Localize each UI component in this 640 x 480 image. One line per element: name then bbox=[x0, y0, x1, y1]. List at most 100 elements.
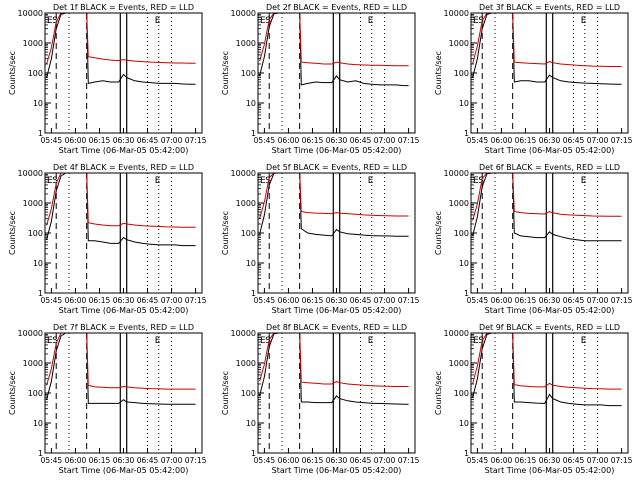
y-tick-label: 10000 bbox=[18, 169, 43, 178]
y-tick-label: 1000 bbox=[236, 39, 256, 48]
series-line-events bbox=[46, 173, 196, 247]
y-tick-label: 10 bbox=[33, 259, 43, 268]
marker-letter: S bbox=[52, 336, 58, 346]
y-tick-label: 10 bbox=[33, 419, 43, 428]
x-tick-label: 05:45 bbox=[41, 456, 63, 465]
y-tick-label: 1 bbox=[251, 289, 256, 298]
y-tick-label: 10 bbox=[246, 419, 256, 428]
series-line-lld bbox=[472, 13, 622, 67]
marker-letter: S bbox=[265, 336, 271, 346]
x-tick-label: 07:00 bbox=[374, 296, 396, 305]
x-tick-label: 07:00 bbox=[374, 136, 396, 145]
x-tick-label: 07:15 bbox=[611, 296, 633, 305]
y-tick-label: 10 bbox=[246, 259, 256, 268]
marker-letter: E bbox=[47, 16, 53, 26]
x-tick-label: 05:45 bbox=[254, 456, 276, 465]
series-line-lld bbox=[472, 173, 622, 221]
x-tick-label: 05:45 bbox=[467, 296, 489, 305]
marker-letter: E bbox=[260, 336, 266, 346]
x-axis-label: Start Time (06-Mar-05 05:42:00) bbox=[485, 306, 615, 315]
marker-letter: S bbox=[52, 176, 58, 186]
y-axis-label: Counts/sec bbox=[434, 371, 443, 415]
y-tick-label: 100 bbox=[241, 229, 256, 238]
x-tick-label: 05:45 bbox=[467, 136, 489, 145]
panel-title: Det 4f BLACK = Events, RED = LLD bbox=[53, 163, 194, 172]
x-tick-label: 06:00 bbox=[65, 456, 87, 465]
x-axis-label: Start Time (06-Mar-05 05:42:00) bbox=[59, 146, 189, 155]
y-tick-label: 10 bbox=[33, 99, 43, 108]
x-tick-label: 07:00 bbox=[374, 456, 396, 465]
x-tick-label: 06:00 bbox=[491, 456, 513, 465]
x-tick-label: 06:00 bbox=[278, 456, 300, 465]
y-tick-label: 10 bbox=[459, 99, 469, 108]
x-tick-label: 06:45 bbox=[137, 296, 159, 305]
marker-letter: S bbox=[478, 336, 484, 346]
x-tick-label: 07:15 bbox=[611, 456, 633, 465]
x-tick-label: 06:30 bbox=[326, 136, 348, 145]
x-axis-label: Start Time (06-Mar-05 05:42:00) bbox=[59, 306, 189, 315]
series-line-lld bbox=[259, 333, 409, 387]
x-tick-label: 07:00 bbox=[161, 136, 183, 145]
x-tick-label: 07:15 bbox=[185, 136, 207, 145]
x-tick-label: 07:15 bbox=[611, 136, 633, 145]
x-axis-label: Start Time (06-Mar-05 05:42:00) bbox=[59, 466, 189, 475]
x-tick-label: 06:00 bbox=[491, 296, 513, 305]
marker-letter: S bbox=[265, 16, 271, 26]
y-tick-label: 1 bbox=[464, 129, 469, 138]
x-tick-label: 06:45 bbox=[563, 136, 585, 145]
x-tick-label: 06:45 bbox=[137, 456, 159, 465]
y-axis-label: Counts/sec bbox=[221, 211, 230, 255]
x-tick-label: 06:45 bbox=[350, 456, 372, 465]
x-tick-label: 05:45 bbox=[254, 136, 276, 145]
x-tick-label: 07:00 bbox=[161, 296, 183, 305]
x-tick-label: 06:30 bbox=[539, 296, 561, 305]
series-line-lld bbox=[46, 13, 196, 65]
y-tick-label: 1 bbox=[464, 449, 469, 458]
y-tick-label: 1000 bbox=[449, 199, 469, 208]
y-tick-label: 10 bbox=[459, 419, 469, 428]
x-tick-label: 06:30 bbox=[113, 456, 135, 465]
x-tick-label: 06:45 bbox=[137, 136, 159, 145]
y-tick-label: 10000 bbox=[231, 329, 256, 338]
marker-letter: S bbox=[52, 16, 58, 26]
x-tick-label: 06:30 bbox=[113, 296, 135, 305]
y-axis-label: Counts/sec bbox=[221, 371, 230, 415]
series-line-events bbox=[472, 173, 622, 242]
y-tick-label: 100 bbox=[454, 229, 469, 238]
y-axis-label: Counts/sec bbox=[8, 211, 17, 255]
x-tick-label: 06:15 bbox=[515, 136, 537, 145]
marker-letter: E bbox=[368, 336, 374, 346]
x-axis-label: Start Time (06-Mar-05 05:42:00) bbox=[272, 466, 402, 475]
x-tick-label: 05:45 bbox=[41, 296, 63, 305]
series-line-lld bbox=[472, 333, 622, 390]
y-tick-label: 10000 bbox=[231, 169, 256, 178]
y-tick-label: 100 bbox=[454, 69, 469, 78]
y-tick-label: 1 bbox=[464, 289, 469, 298]
series-line-lld bbox=[46, 333, 196, 390]
x-tick-label: 07:15 bbox=[185, 296, 207, 305]
marker-letter: E bbox=[473, 16, 479, 26]
y-tick-label: 1 bbox=[251, 129, 256, 138]
x-tick-label: 06:30 bbox=[539, 136, 561, 145]
x-tick-label: 07:15 bbox=[398, 136, 420, 145]
panel-title: Det 2f BLACK = Events, RED = LLD bbox=[266, 3, 407, 12]
y-tick-label: 1000 bbox=[236, 359, 256, 368]
x-tick-label: 06:15 bbox=[89, 456, 111, 465]
marker-letter: E bbox=[581, 336, 587, 346]
series-line-lld bbox=[46, 173, 196, 228]
marker-letter: E bbox=[47, 336, 53, 346]
x-tick-label: 07:00 bbox=[587, 136, 609, 145]
y-tick-label: 100 bbox=[241, 69, 256, 78]
marker-letter: E bbox=[368, 176, 374, 186]
marker-letter: E bbox=[155, 16, 161, 26]
x-axis-label: Start Time (06-Mar-05 05:42:00) bbox=[485, 146, 615, 155]
series-line-lld bbox=[259, 173, 409, 219]
panel-title: Det 1f BLACK = Events, RED = LLD bbox=[53, 3, 194, 12]
y-tick-label: 10000 bbox=[444, 9, 469, 18]
